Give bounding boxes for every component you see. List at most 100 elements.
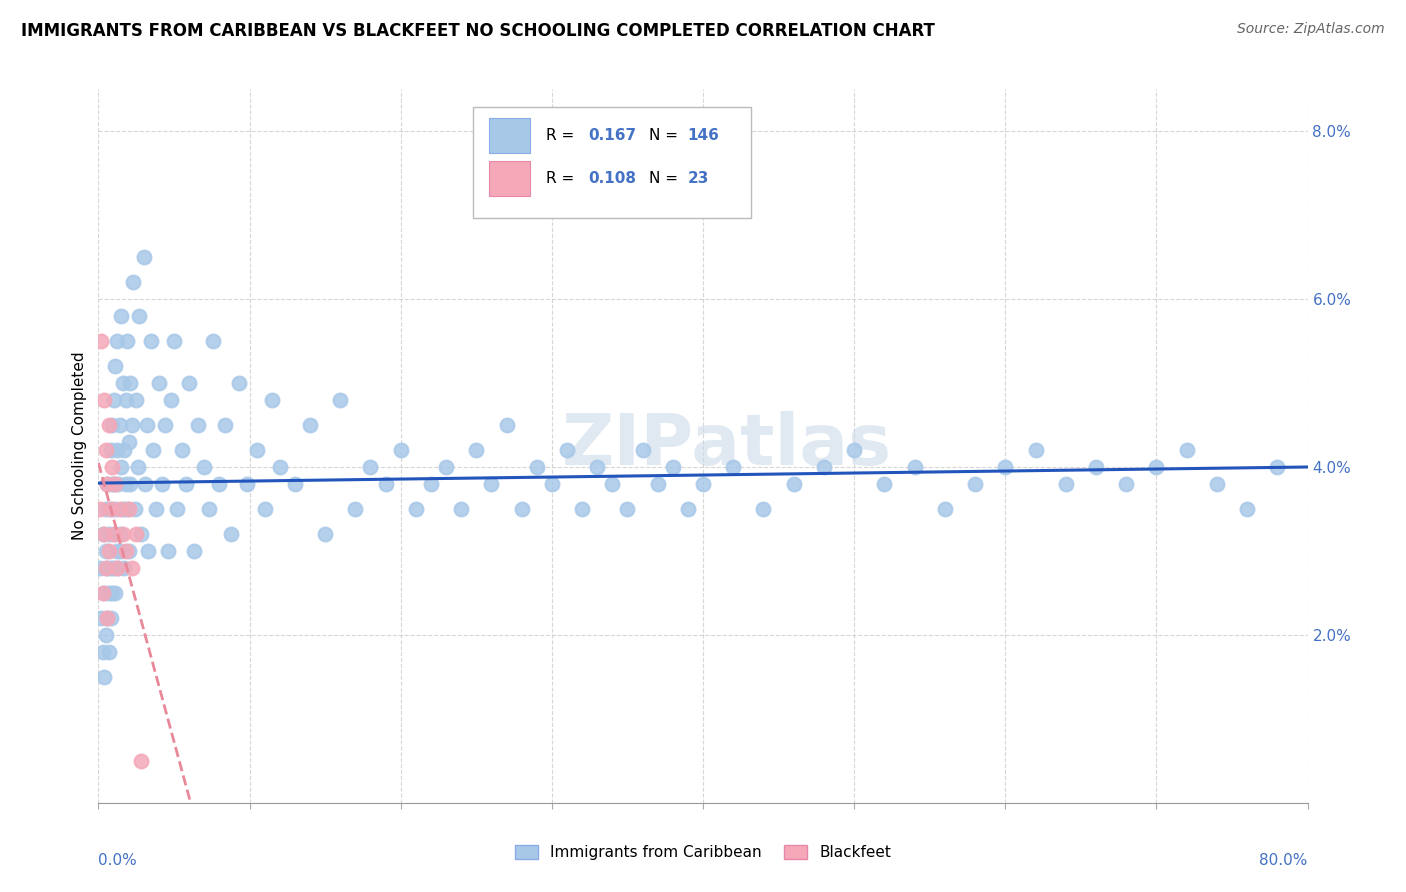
Point <box>1115 476 1137 491</box>
Point <box>129 754 152 768</box>
Point <box>202 334 225 348</box>
Point <box>187 417 209 432</box>
Point <box>170 443 193 458</box>
Point <box>994 460 1017 475</box>
Point <box>299 417 322 432</box>
Point <box>269 460 291 475</box>
Point <box>124 502 146 516</box>
Point <box>179 376 201 390</box>
Point <box>118 502 141 516</box>
Text: ZIPatlas: ZIPatlas <box>562 411 893 481</box>
Point <box>103 560 125 574</box>
Point <box>495 417 517 432</box>
Point <box>135 417 157 432</box>
Point <box>661 460 683 475</box>
Point <box>94 443 117 458</box>
Point <box>235 476 257 491</box>
Point <box>262 392 284 407</box>
Point <box>94 544 117 558</box>
Point <box>100 560 122 574</box>
Point <box>1144 460 1167 475</box>
Text: IMMIGRANTS FROM CARIBBEAN VS BLACKFEET NO SCHOOLING COMPLETED CORRELATION CHART: IMMIGRANTS FROM CARIBBEAN VS BLACKFEET N… <box>21 22 935 40</box>
Point <box>105 560 128 574</box>
Point <box>104 476 127 491</box>
Point <box>420 476 443 491</box>
Point <box>1206 476 1229 491</box>
Point <box>111 527 134 541</box>
Point <box>214 417 236 432</box>
Text: 23: 23 <box>688 171 709 186</box>
Point <box>1054 476 1077 491</box>
Point <box>692 476 714 491</box>
Point <box>450 502 472 516</box>
Point <box>104 502 127 516</box>
Point <box>114 392 136 407</box>
Point <box>91 527 114 541</box>
Point <box>93 392 115 407</box>
Point <box>481 476 503 491</box>
Point <box>1267 460 1289 475</box>
Point <box>110 544 132 558</box>
Point <box>89 560 111 574</box>
Point <box>183 544 205 558</box>
Point <box>93 670 115 684</box>
Point <box>104 586 127 600</box>
Point <box>96 476 118 491</box>
Point <box>94 628 117 642</box>
Point <box>208 476 231 491</box>
Point <box>91 645 114 659</box>
Point <box>329 392 352 407</box>
Y-axis label: No Schooling Completed: No Schooling Completed <box>72 351 87 541</box>
Point <box>125 527 148 541</box>
Point <box>134 476 156 491</box>
Point <box>110 309 132 323</box>
Text: 0.108: 0.108 <box>588 171 636 186</box>
Point <box>91 586 114 600</box>
Point <box>98 586 121 600</box>
Point <box>510 502 533 516</box>
Point <box>96 476 118 491</box>
Point <box>101 417 124 432</box>
Point <box>103 527 125 541</box>
Text: 146: 146 <box>688 128 718 143</box>
Point <box>103 392 125 407</box>
Point <box>647 476 669 491</box>
Point <box>197 502 219 516</box>
Point <box>465 443 488 458</box>
Point <box>163 334 186 348</box>
Text: R =: R = <box>546 128 579 143</box>
Point <box>108 502 131 516</box>
Point <box>904 460 927 475</box>
Point <box>118 434 141 449</box>
Point <box>676 502 699 516</box>
FancyBboxPatch shape <box>489 161 530 196</box>
Point <box>132 250 155 264</box>
Point <box>586 460 609 475</box>
Point <box>965 476 987 491</box>
Point <box>723 460 745 475</box>
Point <box>434 460 457 475</box>
Point <box>253 502 276 516</box>
Point <box>96 560 118 574</box>
Point <box>127 460 149 475</box>
Point <box>115 334 138 348</box>
Point <box>105 443 128 458</box>
Point <box>1024 443 1046 458</box>
Point <box>101 460 124 475</box>
Point <box>389 443 412 458</box>
Point <box>540 476 562 491</box>
Point <box>150 476 173 491</box>
Point <box>602 476 624 491</box>
Point <box>120 376 142 390</box>
Point <box>121 417 143 432</box>
Point <box>108 527 131 541</box>
Point <box>405 502 427 516</box>
Point <box>105 334 128 348</box>
Point <box>555 443 578 458</box>
Point <box>114 476 136 491</box>
Legend: Immigrants from Caribbean, Blackfeet: Immigrants from Caribbean, Blackfeet <box>509 839 897 866</box>
Point <box>115 502 138 516</box>
Point <box>98 645 121 659</box>
Point <box>103 476 125 491</box>
Point <box>105 544 128 558</box>
